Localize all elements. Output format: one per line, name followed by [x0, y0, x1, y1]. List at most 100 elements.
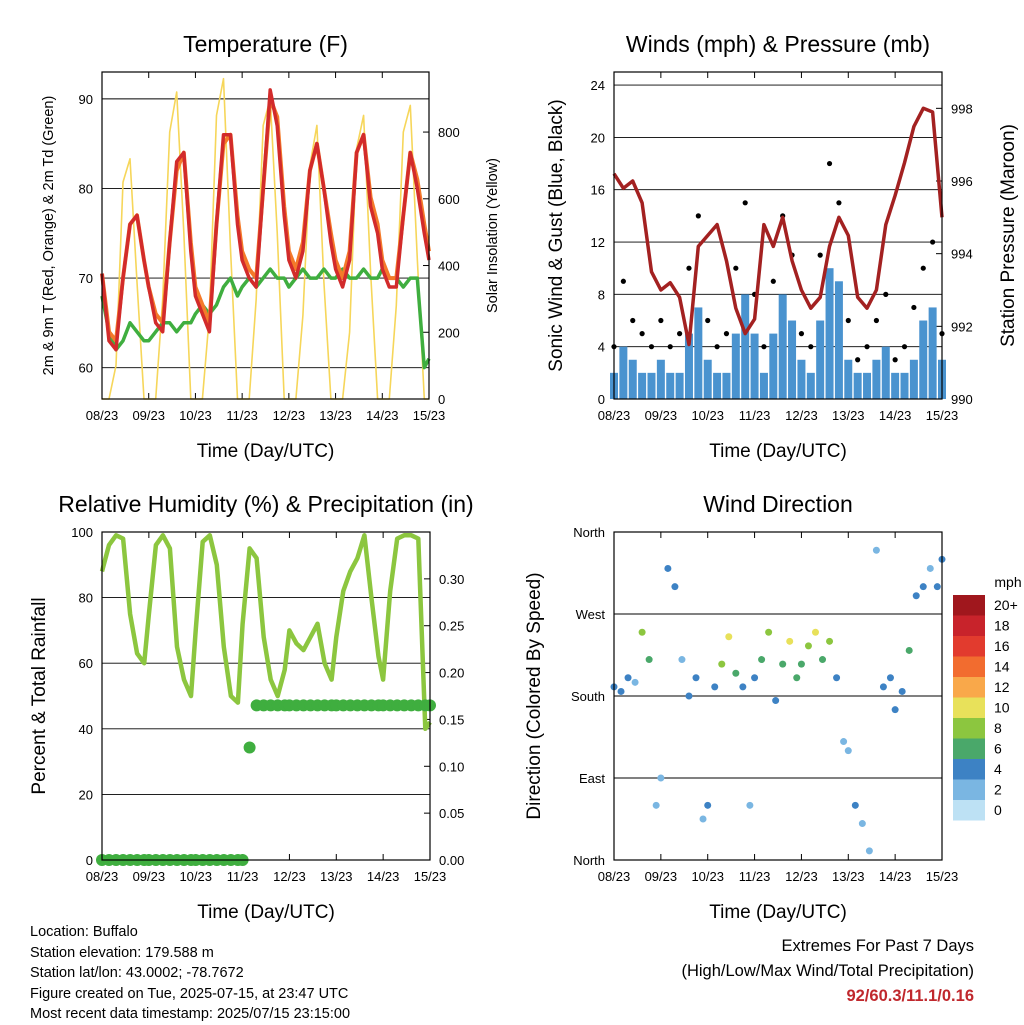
- y-right-tick-label: 998: [951, 101, 973, 116]
- x-tick-label: 10/23: [691, 869, 724, 884]
- y-tick-label: 0: [598, 392, 605, 407]
- y-right-tick-label: 996: [951, 174, 973, 189]
- wind-bar: [759, 372, 768, 399]
- direction-point: [779, 660, 787, 668]
- y-right-tick-label: 994: [951, 247, 973, 262]
- x-tick-label: 08/23: [598, 869, 631, 884]
- rain-points: [96, 699, 436, 866]
- plot-frame: [613, 531, 943, 861]
- y-tick-label: 16: [591, 183, 605, 198]
- x-tick-label: 08/23: [598, 408, 631, 423]
- direction-point: [704, 801, 712, 809]
- series-rh: [99, 533, 432, 732]
- direction-point: [840, 738, 848, 746]
- wind-bar: [919, 320, 928, 399]
- gust-point: [714, 344, 720, 350]
- wind-bar: [863, 372, 872, 399]
- x-tick-label: 14/23: [367, 869, 400, 884]
- direction-point: [657, 774, 665, 782]
- direction-point: [624, 674, 632, 682]
- extremes-subtitle: (High/Low/Max Wind/Total Precipitation): [681, 962, 974, 980]
- wind-bar: [694, 307, 703, 399]
- plot-frame: [101, 71, 430, 400]
- x-tick-label: 14/23: [366, 408, 399, 423]
- x-tick-label: 15/23: [413, 408, 446, 423]
- gust-point: [883, 291, 889, 297]
- direction-point: [826, 637, 834, 645]
- x-tick-label: 11/23: [226, 408, 258, 423]
- x-tick-label: 10/23: [179, 869, 212, 884]
- direction-point: [732, 669, 740, 677]
- y-right-tick-label: 0.10: [439, 759, 464, 774]
- series-temp-2m: [100, 88, 431, 352]
- y-right-tick-label: 400: [438, 259, 460, 274]
- legend-label: 2: [994, 782, 1002, 798]
- legend-label: 14: [994, 659, 1010, 675]
- series-pressure: [612, 106, 944, 347]
- direction-point: [765, 628, 773, 636]
- y-right-tick-label: 990: [951, 392, 973, 407]
- direction-point: [926, 564, 934, 572]
- direction-point: [678, 656, 686, 664]
- x-tick-label: 13/23: [832, 408, 865, 423]
- legend-swatch: [953, 677, 985, 698]
- direction-point: [739, 683, 747, 691]
- wind-bar: [750, 333, 759, 399]
- wind-bar: [834, 281, 843, 399]
- direction-point: [699, 815, 707, 823]
- direction-point: [851, 801, 859, 809]
- gust-point: [770, 278, 776, 284]
- gust-point: [911, 304, 917, 311]
- direction-point: [833, 674, 841, 682]
- wind-bar: [656, 359, 665, 399]
- panel-3: Relative Humidity (%) & Precipitation (i…: [29, 491, 474, 923]
- y-tick-label: North: [573, 525, 605, 540]
- panel-4: Wind Direction Time (Day/UTC) 08/23 09/23 10…: [524, 491, 1022, 923]
- wind-bar: [928, 307, 937, 399]
- legend-label: 12: [994, 679, 1010, 695]
- wind-bar: [675, 372, 684, 399]
- direction-point: [797, 660, 805, 668]
- y-axis-label: Sonic Wind & Gust (Blue, Black): [546, 99, 567, 371]
- gust-point: [658, 317, 664, 324]
- x-axis-label: Time (Day/UTC): [709, 902, 847, 923]
- gust-point: [667, 344, 673, 350]
- direction-point: [844, 747, 852, 755]
- y-right-tick-label: 992: [951, 319, 973, 334]
- legend-label: 18: [994, 618, 1010, 634]
- wind-bar: [741, 294, 750, 399]
- direction-point: [664, 564, 672, 572]
- x-tick-label: 09/23: [645, 408, 678, 423]
- wind-bar: [713, 372, 722, 399]
- legend-label: 6: [994, 741, 1002, 757]
- direction-point: [758, 656, 766, 664]
- x-tick-label: 09/23: [645, 869, 678, 884]
- direction-point: [905, 646, 913, 654]
- y-tick-label: 4: [598, 340, 605, 355]
- y-right-tick-label: 0.05: [439, 806, 464, 821]
- x-tick-label: 11/23: [227, 869, 259, 884]
- direction-point: [898, 687, 906, 695]
- x-tick-label: 11/23: [739, 869, 771, 884]
- x-tick-label: 12/23: [273, 869, 306, 884]
- gust-point: [630, 317, 636, 324]
- x-tick-label: 13/23: [320, 869, 353, 884]
- wind-bar: [638, 372, 647, 399]
- legend-swatch: [953, 800, 985, 821]
- x-axis-label: Time (Day/UTC): [197, 441, 335, 462]
- panel-title: Wind Direction: [703, 491, 853, 517]
- y-tick-label: South: [571, 689, 605, 704]
- panel-title: Relative Humidity (%) & Precipitation (i…: [58, 491, 473, 517]
- wind-bar: [900, 372, 909, 399]
- created-text: Figure created on Tue, 2025-07-15, at 23…: [30, 985, 349, 1002]
- x-tick-label: 12/23: [785, 408, 818, 423]
- elevation-text: Station elevation: 179.588 m: [30, 944, 214, 961]
- wind-bar: [619, 346, 628, 399]
- gust-point: [873, 317, 880, 324]
- legend-swatch: [953, 759, 985, 780]
- y-tick-label: 100: [71, 525, 93, 540]
- gust-point: [836, 200, 842, 206]
- x-axis-label: Time (Day/UTC): [709, 441, 847, 462]
- legend-swatch: [953, 779, 985, 800]
- y-tick-label: 12: [591, 235, 605, 250]
